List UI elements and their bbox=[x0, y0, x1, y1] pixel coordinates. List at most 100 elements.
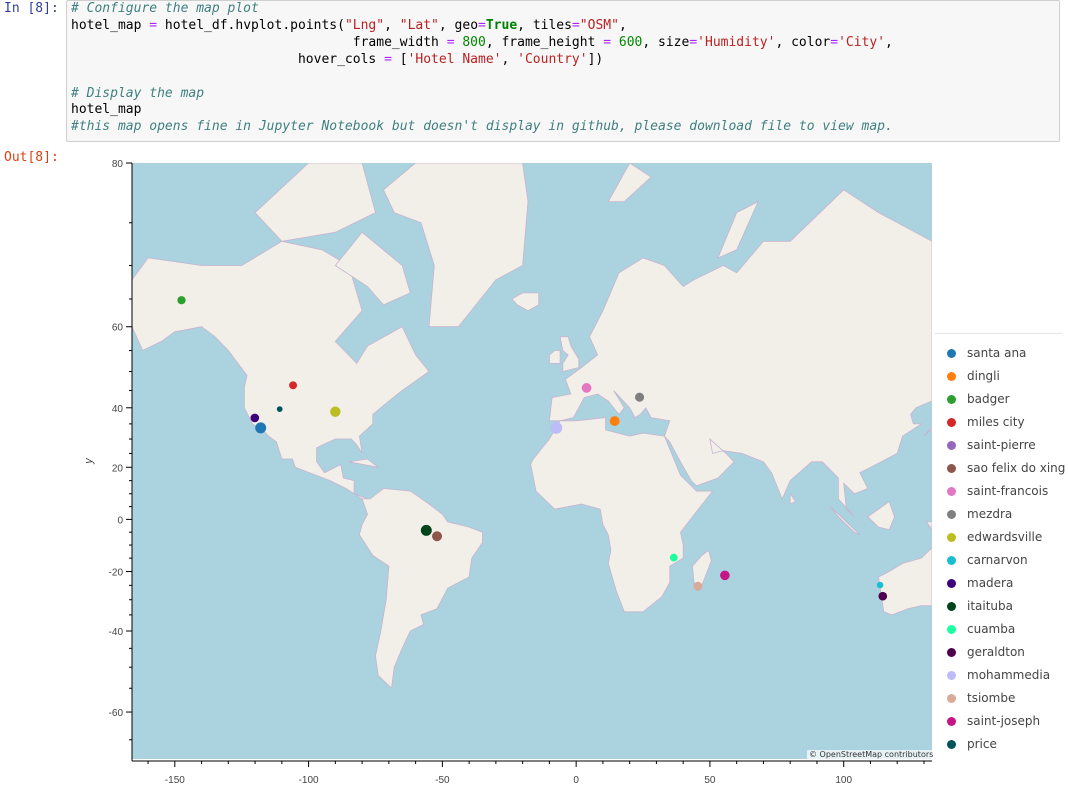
point-mohammedia[interactable] bbox=[550, 421, 563, 434]
code-comment: # Display the map bbox=[71, 85, 205, 101]
legend-label: madera bbox=[967, 576, 1014, 590]
legend-swatch bbox=[947, 463, 956, 473]
legend-item[interactable]: miles city bbox=[947, 412, 1025, 432]
legend-label: cuamba bbox=[967, 622, 1016, 636]
land-baffin bbox=[334, 231, 411, 306]
y-tick-label: 40 bbox=[112, 404, 124, 415]
legend-item[interactable]: price bbox=[947, 734, 997, 754]
land-cuba bbox=[348, 458, 379, 468]
legend-label: saint-pierre bbox=[967, 438, 1036, 452]
point-itaituba[interactable] bbox=[420, 524, 432, 536]
legend-item[interactable]: sao felix do xing bbox=[947, 458, 1065, 478]
point-madera[interactable] bbox=[250, 413, 260, 423]
land-greenland bbox=[383, 163, 529, 328]
legend-swatch bbox=[947, 555, 956, 565]
legend-label: dingli bbox=[967, 369, 1000, 383]
legend-swatch bbox=[947, 716, 956, 726]
legend-label: santa ana bbox=[967, 346, 1027, 360]
map-attribution[interactable]: © OpenStreetMap contributors bbox=[807, 750, 936, 759]
legend-item[interactable]: santa ana bbox=[947, 343, 1026, 363]
legend-label: miles city bbox=[967, 415, 1025, 429]
legend-item[interactable]: saint-pierre bbox=[947, 435, 1036, 455]
legend-swatch bbox=[947, 486, 956, 496]
legend-item[interactable]: badger bbox=[947, 389, 1010, 409]
x-tick-label: 50 bbox=[704, 775, 716, 786]
land-south-america bbox=[358, 488, 483, 690]
y-tick-label: -60 bbox=[109, 708, 124, 719]
y-tick-label: 20 bbox=[112, 463, 124, 474]
legend-item[interactable]: carnarvon bbox=[947, 550, 1028, 570]
point-price[interactable] bbox=[276, 406, 283, 412]
y-tick-label: 0 bbox=[117, 515, 123, 526]
point-saint-francois[interactable] bbox=[581, 383, 592, 393]
x-tick-label: -100 bbox=[299, 775, 319, 786]
legend-item[interactable]: tsiombe bbox=[947, 688, 1015, 708]
point-tsiombe[interactable] bbox=[693, 581, 703, 591]
land-new-guinea bbox=[925, 521, 932, 531]
code-comment: #this map opens fine in Jupyter Notebook… bbox=[71, 119, 893, 135]
legend-label: itaituba bbox=[967, 599, 1014, 613]
land-north-america bbox=[132, 240, 430, 500]
legend-label: edwardsville bbox=[967, 530, 1043, 544]
point-sao-felix-do-xing[interactable] bbox=[432, 531, 443, 542]
code-cell[interactable]: # Configure the map plot hotel_map = hot… bbox=[66, 0, 1060, 142]
point-miles-city[interactable] bbox=[289, 381, 298, 390]
map-plot[interactable]: 80 60 40 20 0 -20 -40 -60 -150 -100 -50 0 50 100 y san… bbox=[66, 155, 1068, 796]
legend-label: geraldton bbox=[967, 645, 1025, 659]
y-tick-label: 80 bbox=[112, 159, 124, 170]
point-edwardsville[interactable] bbox=[330, 406, 341, 417]
code-text[interactable]: # Configure the map plot hotel_map = hot… bbox=[71, 1, 893, 135]
legend-item[interactable]: cuamba bbox=[947, 619, 1015, 639]
y-tick-label: -40 bbox=[109, 627, 124, 638]
point-geraldton[interactable] bbox=[878, 591, 888, 601]
legend-item[interactable]: mezdra bbox=[947, 504, 1012, 524]
land-japan bbox=[923, 426, 932, 437]
legend-swatch bbox=[947, 693, 956, 703]
point-carnarvon[interactable] bbox=[876, 581, 884, 589]
legend-item[interactable]: saint-joseph bbox=[947, 711, 1040, 731]
land-iceland bbox=[511, 292, 540, 312]
legend-item[interactable]: edwardsville bbox=[947, 527, 1042, 547]
land-borneo bbox=[867, 500, 895, 531]
legend-item[interactable]: mohammedia bbox=[947, 665, 1050, 685]
legend-item[interactable]: saint-francois bbox=[947, 481, 1048, 501]
point-dingli[interactable] bbox=[609, 416, 620, 427]
legend-item[interactable]: madera bbox=[947, 573, 1013, 593]
legend-item[interactable]: geraldton bbox=[947, 642, 1025, 662]
legend-swatch bbox=[947, 394, 956, 404]
point-santa-ana[interactable] bbox=[255, 422, 267, 434]
land-sumatra bbox=[829, 506, 861, 536]
legend-label: price bbox=[967, 737, 997, 751]
legend-item[interactable]: dingli bbox=[947, 366, 1000, 386]
map-svg[interactable]: 80 60 40 20 0 -20 -40 -60 -150 -100 -50 0 50 100 y bbox=[66, 155, 1068, 796]
point-badger[interactable] bbox=[177, 296, 186, 305]
legend-swatch bbox=[947, 509, 956, 519]
legend-swatch bbox=[947, 417, 956, 427]
legend-swatch bbox=[947, 348, 956, 358]
map-land bbox=[132, 163, 932, 690]
x-tick-label: -150 bbox=[165, 775, 185, 786]
y-axis-label: y bbox=[83, 457, 95, 465]
legend-swatch bbox=[947, 601, 956, 611]
legend-swatch bbox=[947, 440, 956, 450]
legend-item[interactable]: itaituba bbox=[947, 596, 1013, 616]
legend-label: saint-joseph bbox=[967, 714, 1041, 728]
legend-label: badger bbox=[967, 392, 1010, 406]
map-points[interactable] bbox=[177, 296, 888, 601]
legend-label: tsiombe bbox=[967, 691, 1016, 705]
point-cuamba[interactable] bbox=[669, 553, 678, 562]
land-ireland bbox=[549, 350, 561, 364]
land-madagascar bbox=[692, 549, 712, 586]
legend-swatch bbox=[947, 371, 956, 381]
map-legend[interactable]: santa ana dingli badger miles city saint-pie… bbox=[935, 333, 1065, 761]
land-sri-lanka bbox=[789, 492, 797, 505]
land-australia bbox=[878, 547, 932, 616]
point-saint-joseph[interactable] bbox=[720, 570, 730, 581]
point-mezdra[interactable] bbox=[635, 392, 645, 402]
map-axes: 80 60 40 20 0 -20 -40 -60 -150 -100 -50 0 50 100 y bbox=[83, 159, 932, 786]
land-great-britain bbox=[559, 336, 580, 373]
land-africa bbox=[530, 417, 714, 613]
x-tick-label: 0 bbox=[573, 775, 579, 786]
legend-swatch bbox=[947, 624, 956, 634]
legend-swatch bbox=[947, 532, 956, 542]
